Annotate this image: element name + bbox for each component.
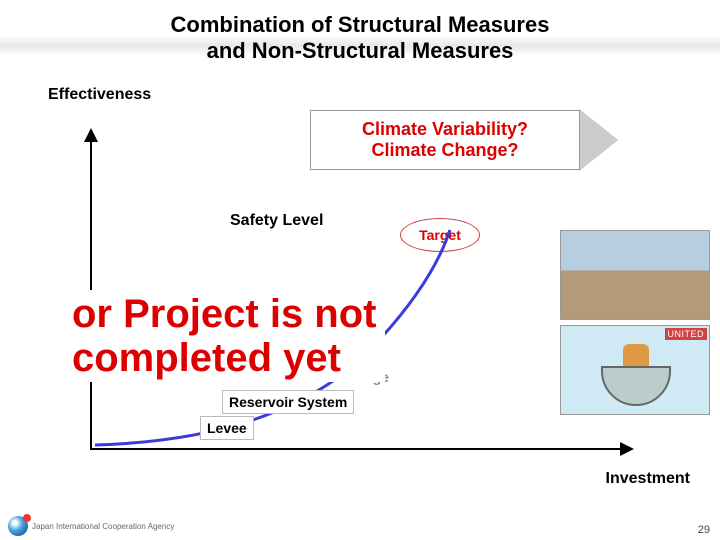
overlay-line2: completed yet [72, 336, 341, 380]
title-band: Combination of Structural Measures and N… [0, 0, 720, 70]
page-number: 29 [698, 524, 710, 536]
jica-logo-text: Japan International Cooperation Agency [32, 522, 174, 531]
x-axis-arrow-icon [620, 442, 634, 456]
climate-arrow-head-icon [580, 110, 618, 170]
title-line1: Combination of Structural Measures [171, 12, 550, 38]
y-axis-label: Effectiveness [48, 86, 151, 104]
jica-logo-icon [8, 516, 28, 536]
jica-logo: Japan International Cooperation Agency [8, 516, 174, 536]
footer: Japan International Cooperation Agency 2… [0, 512, 720, 540]
photo-tag: UNITED [665, 328, 708, 340]
photo-coast [560, 230, 710, 320]
x-axis-label: Investment [606, 470, 690, 488]
levee-box: Levee [200, 416, 254, 440]
reservoir-box: Reservoir System [222, 390, 354, 414]
photo-flood: UNITED [560, 325, 710, 415]
overlay-line1: or Project is not [72, 292, 377, 336]
overlay-text: or Project is not completed yet [64, 290, 385, 382]
photo-tub-icon [601, 366, 671, 406]
title-line2: and Non-Structural Measures [207, 38, 514, 64]
